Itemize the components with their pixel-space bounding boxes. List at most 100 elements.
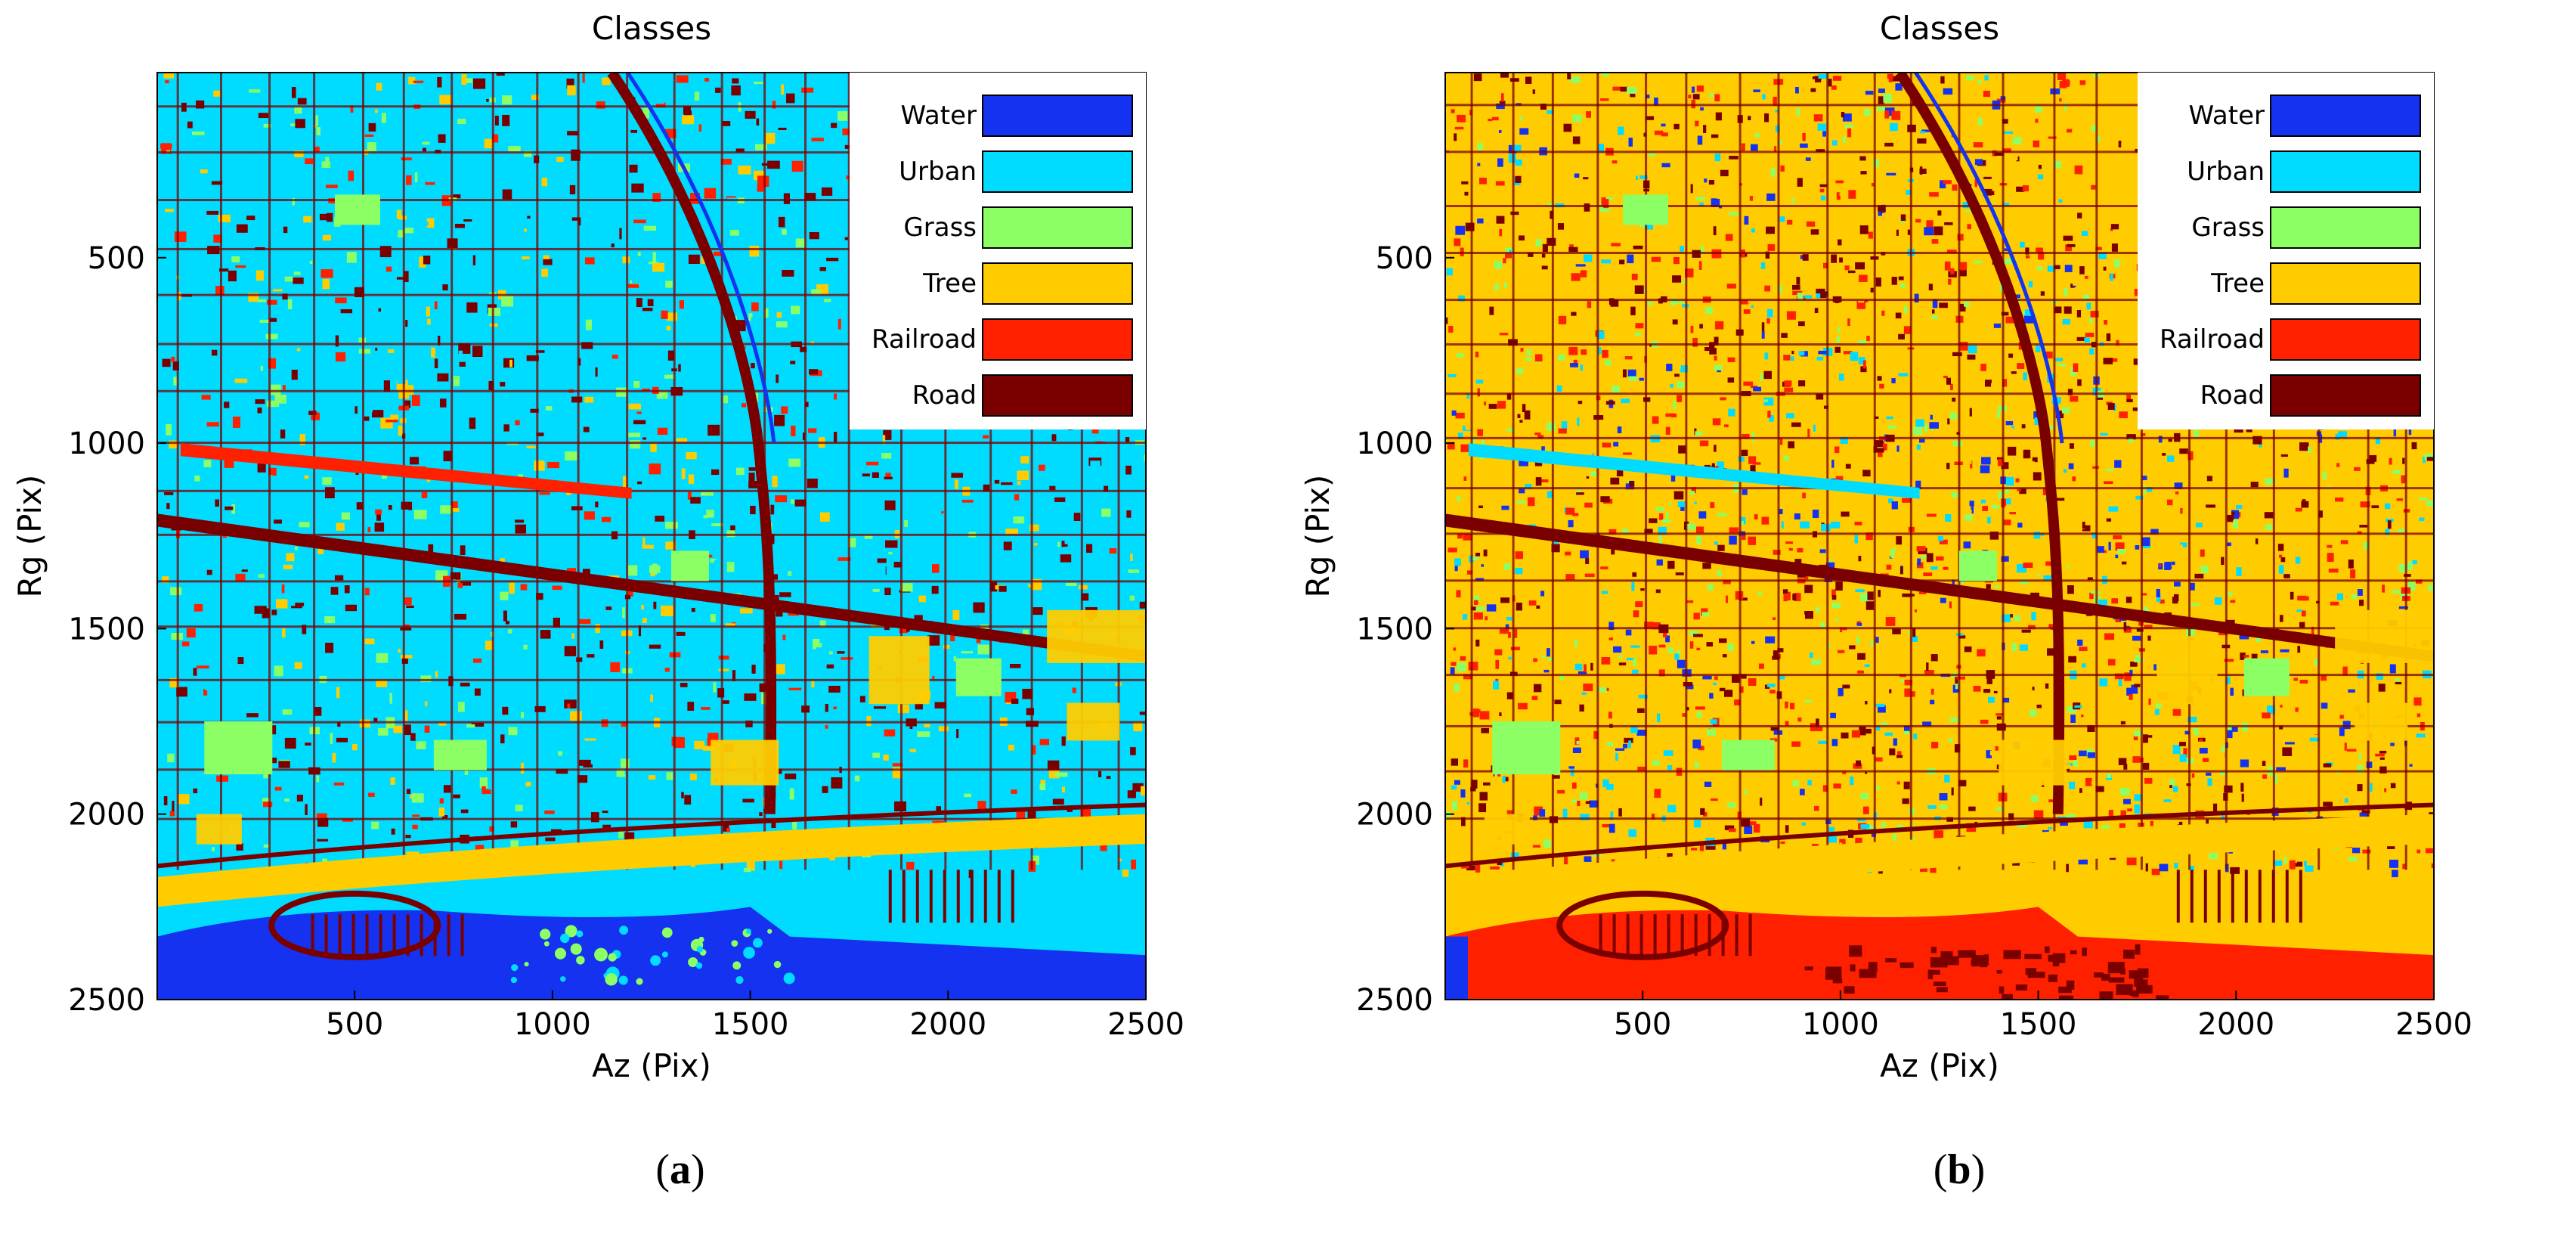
class-speckle (2079, 266, 2085, 274)
class-speckle (1998, 491, 2005, 499)
lake-speckle (735, 975, 744, 984)
class-speckle (679, 505, 685, 513)
class-speckle (2260, 650, 2269, 653)
class-speckle (1608, 637, 1613, 640)
class-speckle (628, 403, 642, 410)
legend-swatch (2270, 206, 2421, 249)
class-speckle (2398, 519, 2402, 528)
class-speckle (2299, 622, 2305, 628)
class-speckle (877, 558, 887, 563)
class-speckle (837, 651, 845, 654)
class-speckle (791, 499, 794, 504)
class-speckle (2396, 498, 2404, 501)
class-speckle (1065, 583, 1077, 586)
class-speckle (2066, 302, 2073, 308)
class-speckle (1451, 801, 1458, 811)
class-speckle (1802, 254, 1809, 261)
class-speckle (1789, 702, 1795, 710)
street-horizontal (157, 489, 1146, 492)
class-speckle (2357, 784, 2363, 792)
tree-patch (2355, 702, 2408, 741)
class-speckle (642, 107, 650, 119)
class-speckle (367, 527, 371, 532)
x-tick-label: 1500 (2000, 1007, 2077, 1042)
class-speckle (567, 85, 576, 96)
tree-patch (196, 814, 242, 845)
class-speckle (1833, 783, 1841, 789)
class-speckle (1897, 751, 1902, 755)
class-speckle (358, 349, 371, 354)
class-speckle (1900, 305, 1906, 312)
class-speckle (1690, 325, 1694, 333)
class-speckle (1856, 818, 1866, 822)
class-speckle (650, 694, 654, 702)
class-speckle (1727, 643, 1734, 651)
class-speckle (1878, 705, 1886, 713)
class-speckle (396, 209, 402, 219)
class-speckle (1986, 678, 1992, 684)
lake-speckle (1825, 966, 1842, 978)
class-speckle (1454, 238, 1461, 246)
class-speckle (1085, 544, 1093, 553)
street-horizontal (1445, 770, 2434, 773)
class-speckle (1618, 655, 1623, 658)
class-speckle (1568, 766, 1574, 769)
legend-label: Tree (2210, 268, 2265, 299)
class-speckle (1544, 360, 1552, 367)
class-speckle (404, 597, 412, 606)
class-speckle (2350, 569, 2356, 579)
class-speckle (373, 566, 384, 571)
class-speckle (1445, 317, 1448, 324)
class-speckle (1960, 262, 1968, 271)
class-speckle (2174, 581, 2181, 587)
class-speckle (157, 188, 163, 195)
lake-water-edge (1445, 936, 1468, 1000)
class-speckle (2011, 794, 2017, 798)
class-speckle (1628, 376, 1638, 381)
class-speckle (1784, 387, 1794, 392)
class-speckle (1461, 817, 1466, 826)
class-speckle (1673, 123, 1680, 130)
class-speckle (1644, 622, 1654, 629)
lake-speckle (1999, 986, 2005, 994)
street-vertical (847, 73, 850, 870)
class-speckle (1710, 502, 1715, 509)
class-speckle (2395, 678, 2400, 682)
class-speckle (2144, 777, 2153, 784)
class-speckle (213, 234, 222, 243)
class-speckle (330, 733, 333, 744)
class-speckle (422, 141, 430, 145)
class-speckle (439, 95, 453, 104)
class-speckle (2079, 646, 2088, 652)
pier-stripe (2271, 870, 2275, 923)
class-speckle (1841, 732, 1849, 739)
class-speckle (281, 584, 285, 594)
class-speckle (2297, 595, 2307, 601)
class-speckle (1828, 826, 1834, 832)
class-speckle (649, 775, 656, 780)
class-speckle (2129, 774, 2137, 783)
class-speckle (807, 478, 818, 488)
class-speckle (2030, 795, 2039, 802)
class-speckle (2218, 632, 2228, 636)
class-speckle (649, 565, 661, 573)
class-speckle (665, 541, 677, 550)
class-speckle (1590, 471, 1596, 476)
class-speckle (1139, 601, 1146, 609)
class-speckle (2258, 553, 2265, 557)
class-speckle (2174, 482, 2183, 489)
class-speckle (1796, 107, 1800, 116)
class-speckle (1777, 648, 1784, 653)
class-speckle (690, 497, 701, 504)
class-speckle (1496, 215, 1505, 224)
class-speckle (2036, 704, 2042, 708)
class-speckle (2357, 764, 2364, 774)
class-speckle (2120, 721, 2126, 725)
street-horizontal (1445, 532, 2434, 535)
class-speckle (466, 724, 475, 728)
class-speckle (1461, 864, 1469, 869)
class-speckle (749, 245, 760, 257)
class-speckle (2227, 730, 2233, 739)
class-speckle (2318, 510, 2323, 518)
class-speckle (1855, 262, 1865, 270)
